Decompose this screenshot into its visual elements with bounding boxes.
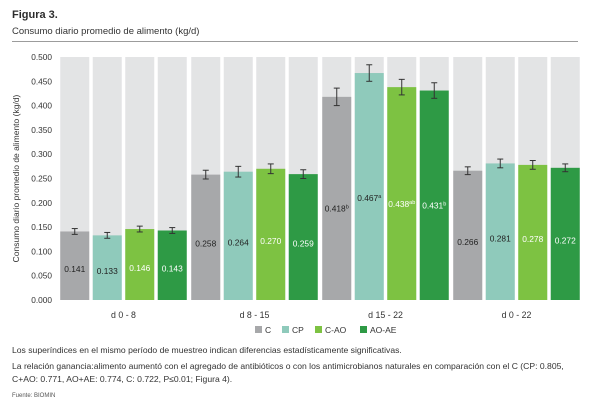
y-tick-label: 0.050 <box>31 271 52 281</box>
x-category-label: d 8 - 15 <box>240 310 270 320</box>
data-label: 0.418b <box>325 204 349 214</box>
title-divider <box>12 41 578 42</box>
bar-c <box>60 231 90 300</box>
data-label: 0.264 <box>228 237 249 247</box>
bar-c <box>453 170 483 300</box>
y-tick-label: 0.000 <box>31 295 52 305</box>
data-label: 0.467a <box>357 193 382 203</box>
y-tick-label: 0.200 <box>31 198 52 208</box>
data-label: 0.146 <box>129 263 150 273</box>
y-tick-label: 0.300 <box>31 149 52 159</box>
data-label: 0.272 <box>555 236 576 246</box>
bar-cp <box>223 171 253 300</box>
y-tick-label: 0.350 <box>31 125 52 135</box>
bar-ao-ae <box>550 167 580 300</box>
bar-ao-ae <box>419 90 449 300</box>
legend-label: AO-AE <box>370 325 397 335</box>
y-axis-title: Consumo diario promedio de alimento (kg/… <box>11 94 21 262</box>
y-tick-label: 0.250 <box>31 174 52 184</box>
data-label: 0.281 <box>490 234 511 244</box>
bar-ao-ae <box>288 174 318 300</box>
data-label: 0.438ab <box>388 199 415 209</box>
legend-swatch-ao-ae <box>360 326 367 333</box>
bar-c <box>191 174 221 300</box>
data-label: 0.270 <box>260 236 281 246</box>
x-category-label: d 15 - 22 <box>368 310 403 320</box>
data-label: 0.133 <box>97 266 118 276</box>
data-label: 0.278 <box>522 234 543 244</box>
bar-c-ao <box>125 229 155 300</box>
bar-cp <box>354 73 384 301</box>
legend-label: CP <box>292 325 304 335</box>
data-label: 0.141 <box>64 264 85 274</box>
x-category-label: d 0 - 8 <box>111 310 136 320</box>
bar-c-ao <box>518 164 548 300</box>
legend-swatch-cp <box>282 326 289 333</box>
bar-ao-ae <box>157 230 187 300</box>
data-label: 0.431b <box>422 201 446 211</box>
y-tick-label: 0.150 <box>31 222 52 232</box>
legend-swatch-c <box>255 326 262 333</box>
bar-cp <box>92 235 122 300</box>
source-note: Fuente: BIOMIN <box>12 393 56 399</box>
figure-title: Consumo diario promedio de alimento (kg/… <box>12 26 200 37</box>
note-feed-ratio: La relación ganancia:alimento aumentó co… <box>12 361 564 384</box>
bar-c-ao <box>387 87 417 300</box>
y-tick-label: 0.450 <box>31 76 52 86</box>
note-superscripts: Los superíndices en el mismo período de … <box>12 345 402 355</box>
bar-c <box>322 96 352 301</box>
y-tick-label: 0.100 <box>31 246 52 256</box>
bar-chart: Consumo diario promedio de alimento (kg/… <box>11 52 580 335</box>
figure-label: Figura 3. <box>12 9 58 21</box>
data-label: 0.266 <box>457 237 478 247</box>
bar-cp <box>485 163 515 300</box>
data-label: 0.143 <box>162 264 183 274</box>
legend-label: C-AO <box>325 325 347 335</box>
legend-label: C <box>265 325 271 335</box>
x-category-label: d 0 - 22 <box>502 310 532 320</box>
y-tick-label: 0.400 <box>31 101 52 111</box>
legend-swatch-c-ao <box>315 326 322 333</box>
data-label: 0.259 <box>293 238 314 248</box>
data-label: 0.258 <box>195 239 216 249</box>
y-tick-label: 0.500 <box>31 52 52 62</box>
bar-c-ao <box>256 168 286 300</box>
